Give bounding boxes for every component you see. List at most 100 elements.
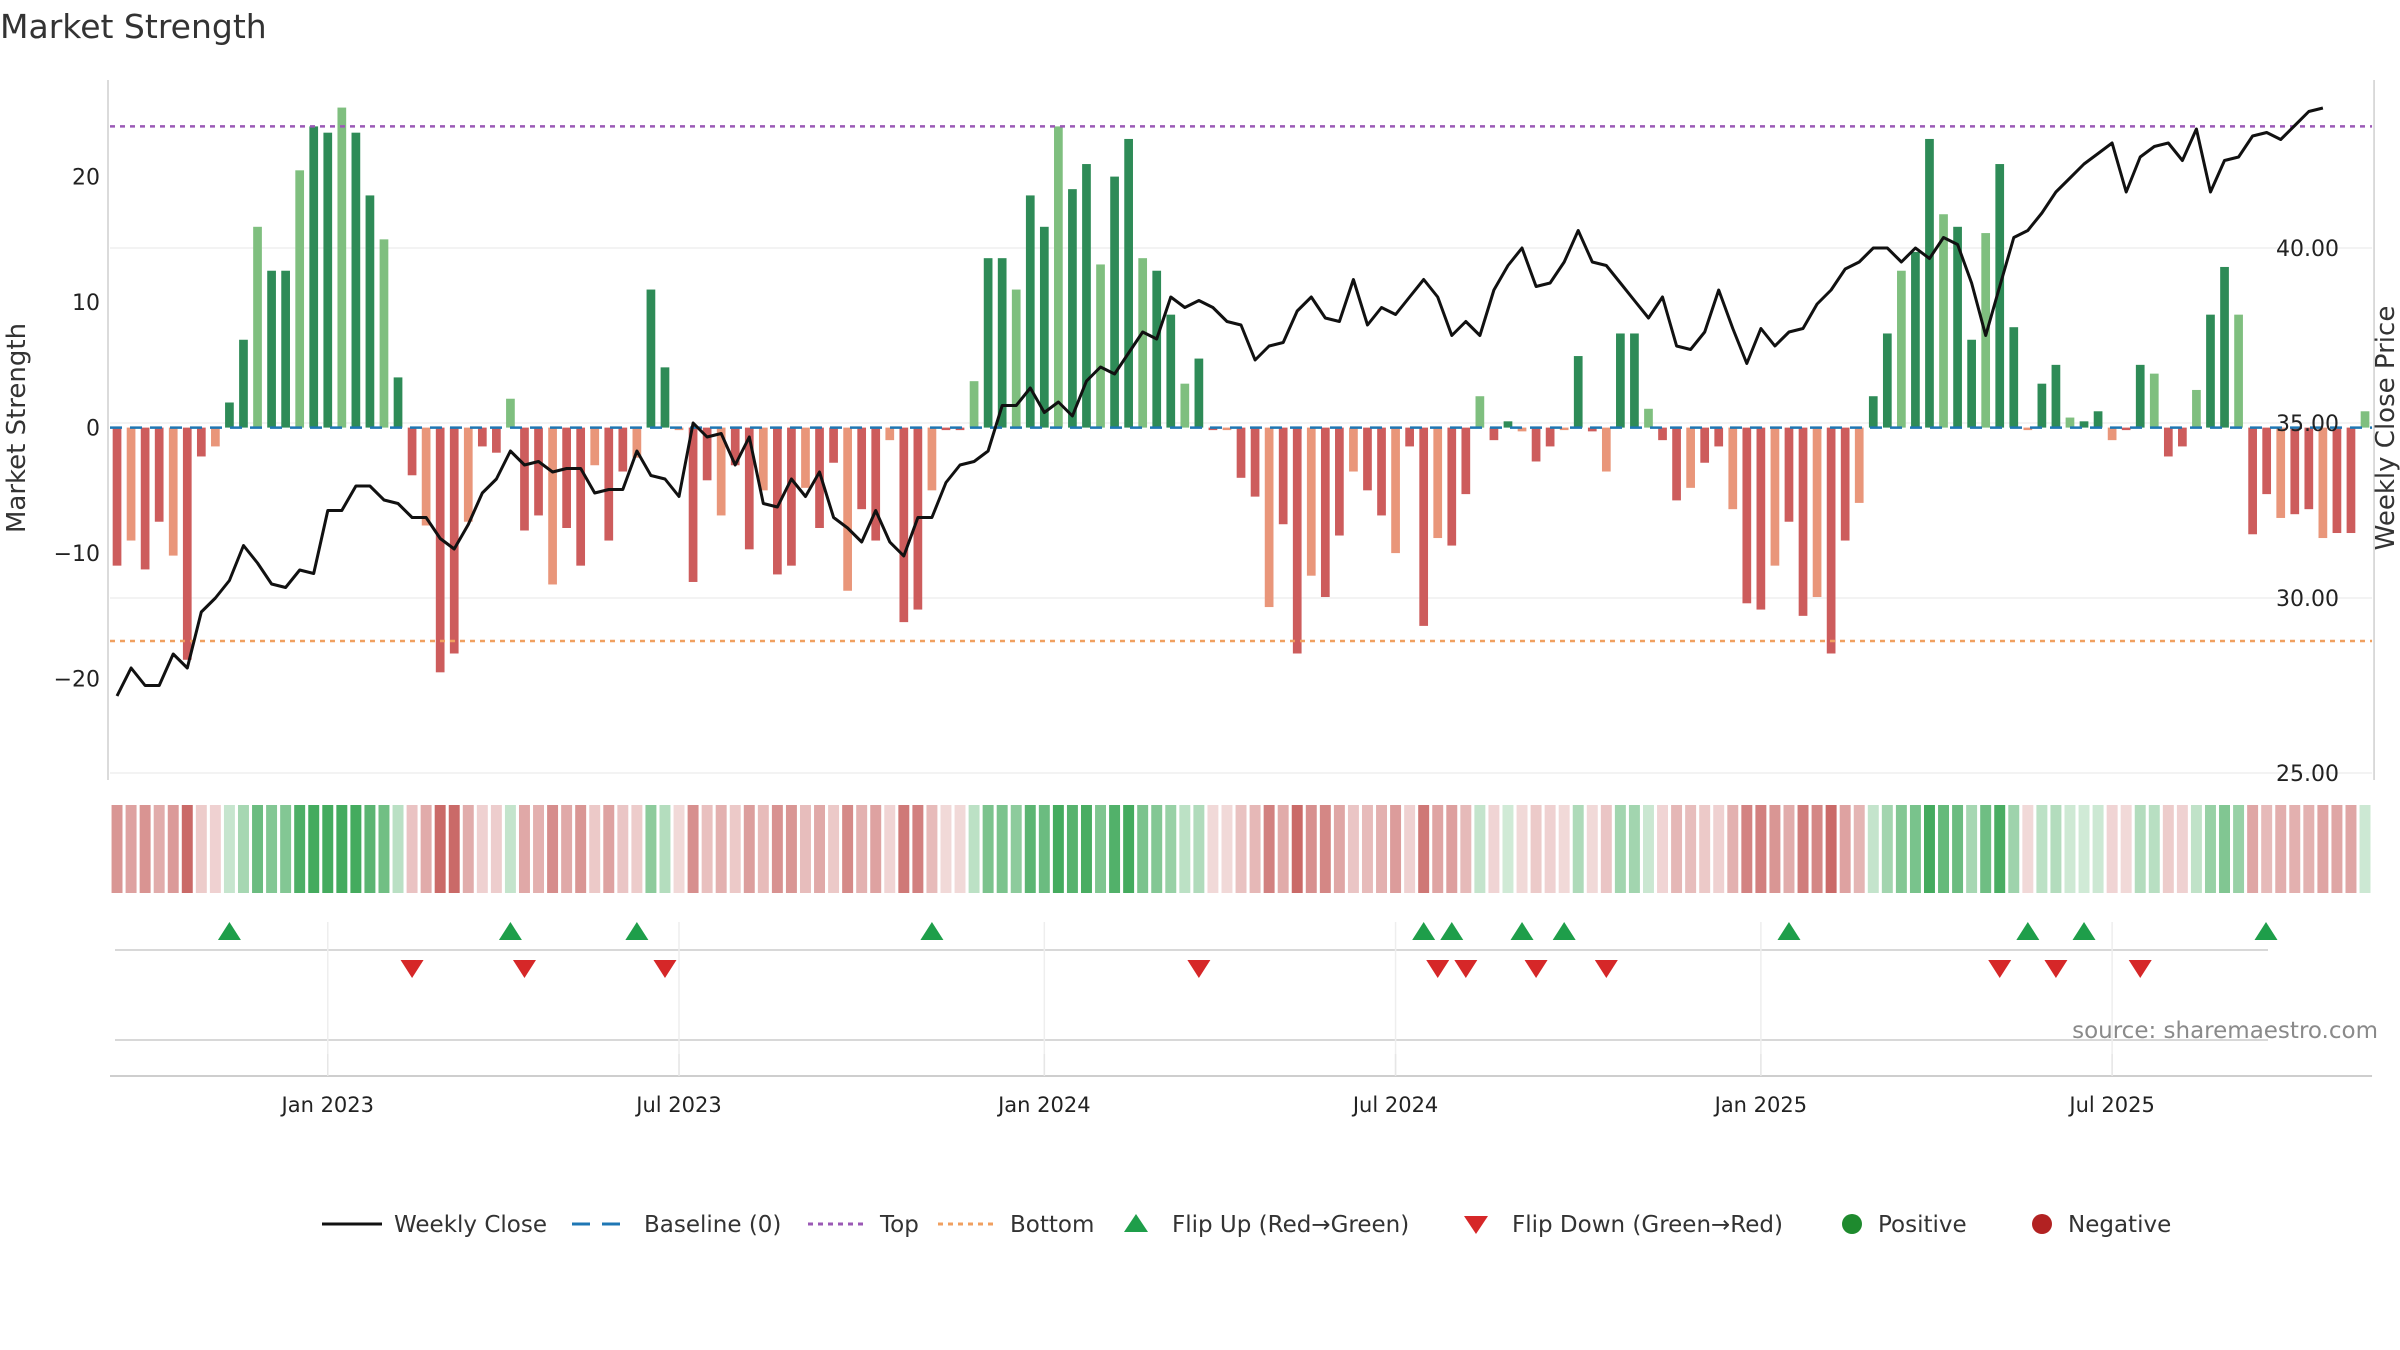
y-left-tick-label-0: 20 [72,166,100,191]
heatmap-cell-153 [2261,805,2273,893]
strength-bar-84 [1292,427,1302,654]
strength-bar-150 [2220,266,2229,428]
strength-bar-53 [857,427,867,510]
strength-bar-103 [1559,427,1569,431]
heatmap-cell-11 [266,805,278,893]
flip-markers-panel [115,922,2278,1075]
strength-bar-27 [492,427,501,453]
heatmap-cell-108 [1628,805,1640,893]
source-credit: source: sharemaestro.com [2072,1018,2378,1044]
legend-item-1: Baseline (0) [572,1212,781,1238]
strength-bar-43 [716,427,726,516]
strength-bar-1 [126,427,136,541]
strength-bar-22 [421,427,431,526]
heatmap-cell-142 [2106,805,2118,893]
heatmap-cell-16 [336,805,348,893]
strength-bar-122 [1826,427,1836,654]
strength-bar-33 [576,427,586,566]
heatmap-cell-49 [799,805,811,893]
heatmap-cell-39 [659,805,671,893]
chart-title: Market Strength [0,7,267,46]
heatmap-cell-94 [1432,805,1444,893]
heatmap-cell-45 [743,805,755,893]
heatmap-cell-32 [561,805,573,893]
flip-up-marker-2 [625,922,649,940]
strength-bar-99 [1503,421,1513,428]
strength-bar-71 [1110,176,1119,428]
heatmap-cell-61 [968,805,980,893]
heatmap-cell-97 [1474,805,1486,893]
strength-bar-2 [140,427,150,570]
heatmap-cell-31 [547,805,559,893]
heatmap-cell-6 [195,805,207,893]
strength-bar-153 [2262,427,2272,495]
strength-bar-38 [646,289,656,428]
flip-down-marker-7 [1594,960,1618,978]
strength-bar-44 [730,427,740,466]
strength-bar-91 [1391,427,1400,554]
date-tick-label-4: Jan 2025 [1713,1093,1808,1117]
strength-bar-123 [1840,427,1850,541]
heatmap-cell-47 [771,805,783,893]
heatmap-cell-57 [912,805,924,893]
heatmap-cell-33 [575,805,587,893]
strength-bar-82 [1264,427,1274,608]
heatmap-cell-133 [1980,805,1992,893]
strength-bar-11 [267,270,276,428]
strength-bar-120 [1798,427,1808,616]
flip-down-marker-2 [653,960,677,978]
flip-down-marker-6 [1524,960,1548,978]
heatmap-cell-35 [603,805,615,893]
heatmap-cell-51 [828,805,840,893]
strength-bar-121 [1812,427,1822,598]
strength-bar-95 [1447,427,1457,546]
strength-bar-87 [1335,427,1344,536]
strength-bar-62 [983,258,993,428]
strength-bar-145 [2149,373,2159,428]
heatmap-cell-130 [1938,805,1950,893]
heatmap-cell-3 [153,805,165,893]
strength-bar-6 [196,427,206,457]
heatmap-cell-17 [350,805,362,893]
heatmap-cell-121 [1811,805,1823,893]
strength-bar-92 [1405,427,1414,447]
heatmap-cell-99 [1502,805,1514,893]
heatmap-cell-27 [490,805,502,893]
heatmap-cell-135 [2008,805,2020,893]
heatmap-cell-5 [181,805,193,893]
strength-bar-97 [1475,396,1485,428]
strength-bar-24 [449,427,459,654]
heatmap-cell-154 [2275,805,2287,893]
heatmap-cell-20 [392,805,404,893]
strength-bar-101 [1531,427,1541,462]
strength-bar-96 [1461,427,1471,495]
heatmap-cell-105 [1586,805,1598,893]
strength-bar-10 [253,226,262,428]
strength-bar-141 [2093,411,2103,428]
heatmap-cell-95 [1446,805,1458,893]
strength-bar-25 [463,427,473,522]
flip-down-marker-1 [512,960,536,978]
strength-bar-102 [1545,427,1555,447]
strength-bar-69 [1082,164,1091,428]
heatmap-cell-64 [1010,805,1022,893]
strength-bar-73 [1138,258,1148,428]
heatmap-cell-88 [1347,805,1359,893]
flip-down-marker-4 [1426,960,1450,978]
reference-lines [110,125,2373,643]
heatmap-cell-80 [1235,805,1247,893]
strength-bar-110 [1658,427,1667,441]
strength-bar-26 [477,427,487,447]
strength-bar-160 [2360,411,2370,428]
heatmap-cell-40 [673,805,685,893]
heatmap-cell-123 [1839,805,1851,893]
heatmap-cell-115 [1727,805,1739,893]
strength-bar-136 [2023,427,2033,431]
legend-swatch-circle [2032,1214,2052,1234]
heatmap-cell-1 [125,805,137,893]
date-tick-label-0: Jan 2023 [280,1093,375,1117]
legend-swatch-triangle-up [1124,1214,1148,1232]
heatmap-cell-60 [954,805,966,893]
heatmap-cell-119 [1783,805,1795,893]
flip-down-marker-3 [1187,960,1211,978]
